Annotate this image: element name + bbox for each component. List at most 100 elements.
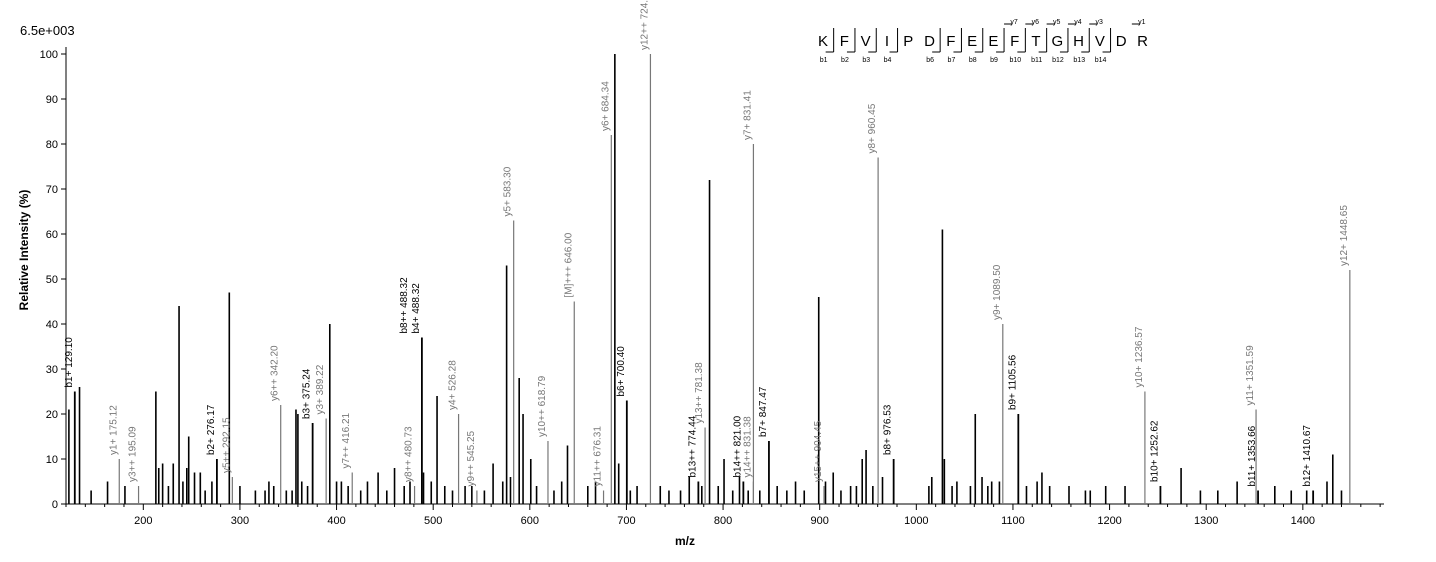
b-ion-peak-label: b3+ 375.24	[302, 368, 313, 419]
x-axis-title: m/z	[675, 534, 695, 548]
x-tick-label: 900	[811, 515, 829, 527]
y-ion-peak-label: y7+ 831.41	[742, 90, 753, 140]
x-tick-label: 1300	[1194, 515, 1218, 527]
b-ion-marker-label: b14	[1095, 57, 1107, 64]
intensity-scale-label: 6.5e+003	[20, 23, 75, 38]
y-tick-label: 20	[46, 409, 58, 421]
b-ion-peak-label: b2+ 276.17	[206, 404, 217, 455]
b-ion-marker-label: b3	[862, 57, 870, 64]
axes-group	[65, 47, 1384, 505]
y-ion-peak-label: [M]+++ 646.00	[563, 232, 574, 297]
y-ion-peak-label: y6++ 342.20	[270, 345, 281, 401]
x-ticks-group: 200 300 400 500 600 700 800 900 1000 1100 1200 1300…	[65, 504, 1381, 527]
y-ion-marker-label: y4	[1074, 19, 1082, 26]
y-ion-peak-label: y3++ 195.09	[128, 426, 139, 482]
y-ion-peak-label: y14++ 831.38	[742, 416, 753, 478]
sequence-residue: G	[1051, 33, 1063, 50]
y-tick-label: 40	[46, 319, 58, 331]
x-tick-label: 600	[521, 515, 539, 527]
y-ion-marker-label: y3	[1096, 19, 1104, 26]
b-ion-marker-label: b7	[948, 57, 956, 64]
b-ion-peak-label: b7+ 847.47	[758, 386, 769, 437]
b-ion-peak-label: b8++ 488.32	[399, 277, 410, 334]
sequence-residue: F	[946, 33, 955, 50]
y-ion-marker-label: y7	[1010, 19, 1018, 26]
x-tick-label: 500	[424, 515, 442, 527]
y-ion-peak-label: y4+ 526.28	[448, 360, 459, 410]
x-tick-label: 700	[617, 515, 635, 527]
y-ion-peak-label: y1+ 175.12	[108, 405, 119, 455]
b-ion-peak-label: b6+ 700.40	[616, 346, 627, 397]
y-tick-label: 10	[46, 454, 58, 466]
y-ion-peak-label: y7++ 416.21	[341, 412, 352, 468]
b-ion-marker-label: b9	[990, 57, 998, 64]
y-ion-peak-label: y3+ 389.22	[315, 364, 326, 414]
sequence-residue: I	[885, 33, 889, 50]
x-tick-label: 1400	[1291, 515, 1315, 527]
y-tick-label: 0	[52, 499, 58, 511]
x-tick-label: 1100	[1001, 515, 1025, 527]
y-ion-peak-label: y12++ 724.83	[639, 0, 650, 50]
y-tick-label: 100	[40, 49, 58, 61]
sequence-diagram: K F V I P D F E E F T G H V D Rb1 b2 b3 b4 b6 b7 b8 b9 b10 b11 b1…	[818, 19, 1148, 64]
y-ion-peak-label: y10++ 618.79	[537, 375, 548, 437]
b-ion-peak-label: b1+ 129.10	[64, 337, 75, 388]
x-tick-label: 1000	[904, 515, 928, 527]
y-axis-title: Relative Intensity (%)	[17, 190, 31, 311]
b-ion-peak-label: b9+ 1105.56	[1007, 354, 1018, 410]
sequence-residue: E	[967, 33, 977, 50]
sequence-residue: P	[903, 33, 913, 50]
y-ion-marker-label: y6	[1032, 19, 1040, 26]
y-tick-label: 70	[46, 184, 58, 196]
y-tick-label: 60	[46, 229, 58, 241]
sequence-residue: T	[1031, 33, 1040, 50]
y-ion-marker-label: y1	[1138, 19, 1146, 26]
b-ion-marker-label: b6	[926, 57, 934, 64]
sequence-residue: V	[1095, 33, 1105, 50]
b-ion-peak-label: b12+ 1410.67	[1302, 425, 1313, 487]
b-ion-marker-label: b2	[841, 57, 849, 64]
sequence-residue: D	[924, 33, 935, 50]
sequence-residue: K	[818, 33, 828, 50]
peak-labels-group: b1+ 129.10 y1+ 175.12 y3++ 195.09 b2+ 276.1…	[64, 0, 1350, 487]
y-ion-peak-label: y11++ 676.31	[593, 426, 604, 487]
sequence-residue: E	[988, 33, 998, 50]
y-ion-peak-label: y11+ 1351.59	[1245, 345, 1256, 406]
y-ion-peak-label: y9+ 1089.50	[992, 264, 1003, 320]
y-ion-marker-label: y5	[1053, 19, 1061, 26]
b-ion-marker-label: b13	[1073, 57, 1085, 64]
b-ion-peak-label: b14++ 821.00	[732, 415, 743, 477]
sequence-residue: R	[1137, 33, 1148, 50]
y-tick-label: 90	[46, 94, 58, 106]
y-ion-peak-label: y8+ 960.45	[867, 103, 878, 153]
b-ion-marker-label: b11	[1031, 57, 1042, 64]
y-ion-peak-label: y10+ 1236.57	[1134, 326, 1145, 387]
y-ion-peak-label: y9++ 545.25	[466, 430, 477, 486]
y-ion-peak-label: y6+ 684.34	[600, 81, 611, 131]
sequence-residue: D	[1116, 33, 1127, 50]
x-tick-label: 300	[231, 515, 249, 527]
y-ticks-group: 0 10 20 30 40 50 60 70 80 90 100	[40, 49, 66, 511]
y-tick-label: 30	[46, 364, 58, 376]
y-ion-peak-label: y5++ 292.15	[221, 417, 232, 473]
peaks-group	[68, 54, 1351, 504]
b-ion-marker-label: b4	[884, 57, 892, 64]
b-ion-peak-label: b13++ 774.44	[687, 415, 698, 477]
b-ion-peak-label: b4+ 488.32	[411, 283, 422, 334]
x-tick-label: 800	[714, 515, 732, 527]
y-ion-peak-label: y8++ 480.73	[404, 426, 415, 482]
b-ion-marker-label: b1	[820, 57, 828, 64]
sequence-residue: F	[1010, 33, 1019, 50]
y-ion-peak-label: y12+ 1448.65	[1339, 205, 1350, 266]
b-ion-marker-label: b12	[1052, 57, 1064, 64]
sequence-residue: H	[1073, 33, 1084, 50]
x-tick-label: 1200	[1097, 515, 1121, 527]
x-tick-label: 200	[134, 515, 152, 527]
b-ion-marker-label: b10	[1010, 57, 1022, 64]
y-tick-label: 80	[46, 139, 58, 151]
x-tick-label: 400	[327, 515, 345, 527]
b-ion-peak-label: b11+ 1353.66	[1247, 425, 1258, 486]
b-ion-marker-label: b8	[969, 57, 977, 64]
sequence-residue: F	[840, 33, 849, 50]
